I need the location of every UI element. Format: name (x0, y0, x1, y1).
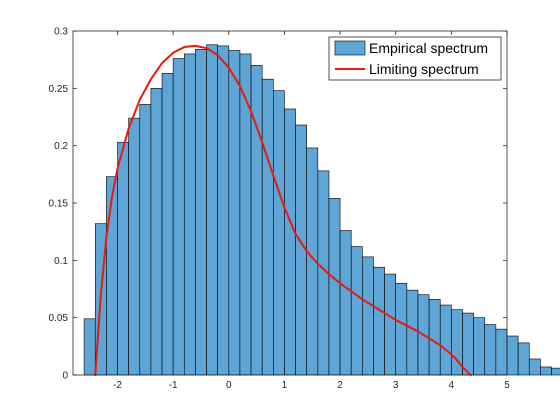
histogram-bar (217, 45, 230, 376)
histogram-bar (462, 312, 474, 376)
histogram-bar (540, 366, 552, 376)
histogram-bar (495, 328, 508, 376)
histogram-bar (328, 198, 341, 376)
y-tick-label: 0.25 (49, 84, 69, 95)
histogram-bar (261, 78, 274, 376)
legend-label: Empirical spectrum (369, 40, 488, 56)
histogram-bar (350, 246, 363, 376)
histogram-bar (373, 266, 385, 376)
limiting-curve-layer (94, 44, 472, 376)
x-tick-label: 1 (282, 380, 288, 391)
y-tick-label: 0.2 (54, 141, 68, 152)
y-tick-label: 0.05 (49, 313, 69, 324)
histogram-bar (128, 117, 141, 376)
histogram-bar (195, 49, 207, 376)
histogram-bar (239, 53, 252, 376)
y-tick-label: 0.3 (54, 27, 68, 38)
x-tick-label: 5 (504, 380, 510, 391)
legend: Empirical spectrum Limiting spectrum (328, 36, 502, 81)
histogram-bar (384, 273, 397, 376)
histogram-bar (172, 58, 185, 376)
histogram-bar (473, 317, 486, 376)
histogram-bar (106, 176, 118, 376)
histogram-bar (250, 65, 263, 376)
histogram-bar (206, 44, 218, 376)
histogram-bar (395, 282, 408, 376)
limiting-spectrum-curve (94, 44, 472, 376)
histogram-bar (551, 367, 560, 376)
histogram-bar (339, 230, 352, 376)
histogram-bar (428, 299, 441, 376)
histogram-bar (528, 358, 541, 376)
histogram-bar (273, 90, 285, 376)
histogram-bar (484, 324, 497, 376)
histogram-bar (117, 141, 129, 376)
histogram-bar (150, 88, 163, 376)
histogram-bar (139, 104, 152, 376)
x-tick-label: 0 (226, 380, 232, 391)
histogram-bar (406, 289, 419, 376)
histogram-bar (506, 335, 519, 376)
histogram-bar (161, 73, 174, 376)
legend-patch-icon (334, 40, 366, 56)
histogram-bar (228, 50, 241, 376)
histogram-bar (517, 342, 530, 376)
x-tick-label: -2 (113, 380, 122, 391)
histogram-bar (183, 53, 196, 376)
histogram-bar (362, 256, 374, 376)
x-tick-label: 3 (393, 380, 399, 391)
axes: -2 -1 0 1 2 3 4 5 0 0.05 0.1 0.15 0.2 0.25 0.3 (49, 27, 511, 392)
y-tick-label: 0.15 (49, 199, 69, 210)
histogram-bar (83, 318, 96, 376)
histogram-bar (284, 108, 296, 376)
y-tick-label: 0 (62, 371, 68, 382)
histogram-bar (439, 304, 452, 376)
x-tick-label: -1 (169, 380, 178, 391)
x-tick-label: 2 (337, 380, 343, 391)
x-tick-label: 4 (449, 380, 455, 391)
y-tick-label: 0.1 (54, 256, 68, 267)
legend-label: Limiting spectrum (369, 61, 479, 77)
